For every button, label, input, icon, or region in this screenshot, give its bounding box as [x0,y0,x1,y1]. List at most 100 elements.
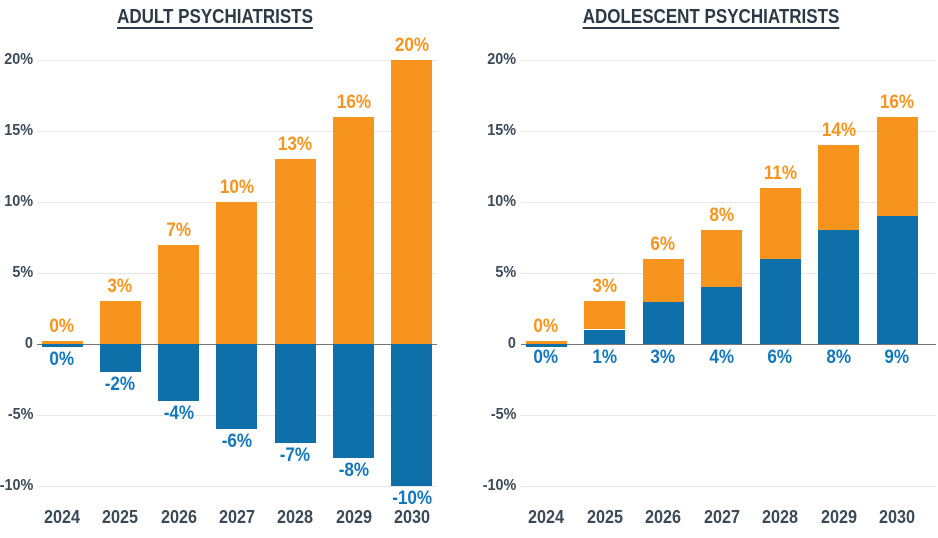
blue-bar-2027 [216,344,257,429]
x-axis-label-2026: 2026 [148,507,210,527]
x-axis-label-2024: 2024 [515,507,577,527]
y-axis-tick-label: -10% [464,476,516,496]
x-axis-label-2030: 2030 [866,507,928,527]
orange-bar-label-2030-text: 16% [879,92,915,113]
y-axis-tick-label: 15% [464,121,516,141]
blue-bar-label-2024-text: 0% [49,349,75,370]
y-axis-tick-label: -5% [464,405,516,425]
blue-bar-label-2028-text: 6% [767,347,793,368]
x-axis-label-2025: 2025 [574,507,636,527]
orange-bar-label-2028: 13% [265,135,325,155]
y-axis-tick-label-text: 5% [495,264,516,281]
blue-bar-label-2026-text: 3% [650,347,676,368]
blue-bar-label-2029-text: -8% [338,460,370,481]
blue-bar-2026 [643,301,684,344]
orange-bar-label-2029-text: 14% [821,120,857,141]
orange-bar-2027 [216,202,257,344]
blue-bar-label-2030: -10% [382,489,442,509]
y-axis-tick-label-text: 10% [487,193,516,210]
orange-bar-2030 [877,117,918,216]
x-axis-label-2025-text: 2025 [586,507,624,527]
blue-bar-label-2029: 8% [809,348,869,368]
orange-bar-label-2026: 6% [633,235,693,255]
orange-bar-2027 [701,230,742,287]
blue-bar-2028 [760,259,801,344]
orange-bar-label-2029: 14% [809,121,869,141]
blue-bar-label-2025: 1% [575,348,635,368]
y-axis-tick-label: 20% [464,50,516,70]
orange-bar-2024 [526,341,567,344]
y-axis-tick-label-text: 0 [507,335,516,352]
blue-bar-2029 [333,344,374,458]
x-axis-label-2029-text: 2029 [820,507,858,527]
y-axis-tick-label: 5% [0,263,33,283]
orange-bar-label-2025: 3% [90,277,150,297]
blue-bar-label-2027: -6% [207,432,267,452]
x-axis-label-2030: 2030 [381,507,443,527]
x-axis-label-2029: 2029 [808,507,870,527]
blue-bar-label-2025-text: -2% [104,374,136,395]
x-axis-label-2027-text: 2027 [703,507,741,527]
x-axis-label-2024-text: 2024 [43,507,81,527]
blue-bar-label-2027-text: 4% [709,347,735,368]
blue-bar-label-2024: 0% [32,350,92,370]
chart-title-adult-psychiatrists: ADULT PSYCHIATRISTS [100,5,330,30]
blue-bar-2025 [584,330,625,344]
orange-bar-label-2028-text: 11% [763,163,797,184]
y-axis-tick-label: 0 [0,334,33,354]
orange-bar-label-2024: 0% [516,317,576,337]
x-axis-label-2027: 2027 [691,507,753,527]
blue-bar-label-2029: -8% [324,461,384,481]
blue-bar-label-2030-text: -10% [392,488,432,509]
orange-bar-2030 [391,60,432,344]
orange-bar-2024 [42,341,83,344]
blue-bar-label-2029-text: 8% [826,347,852,368]
y-axis-tick-label-text: -10% [0,477,33,494]
y-axis-tick-label-text: 0 [24,335,33,352]
blue-bar-label-2025: -2% [90,375,150,395]
y-axis-tick-label: -5% [0,405,33,425]
x-axis-label-2030-text: 2030 [878,507,916,527]
x-axis-label-2028: 2028 [264,507,326,527]
chart-title-text: ADULT PSYCHIATRISTS [117,6,313,28]
blue-bar-label-2025-text: 1% [592,347,618,368]
y-axis-tick-label: 20% [0,50,33,70]
orange-bar-label-2024-text: 0% [49,316,75,337]
y-axis-tick-label-text: 20% [4,51,33,68]
x-axis-label-2025-text: 2025 [101,507,139,527]
orange-bar-2025 [584,301,625,329]
x-axis-label-2028: 2028 [749,507,811,527]
y-axis-tick-label-text: -5% [7,406,33,423]
orange-bar-label-2029: 16% [324,93,384,113]
orange-bar-label-2025-text: 3% [107,276,133,297]
gridline--5% [521,415,936,416]
orange-bar-label-2027-text: 10% [219,177,255,198]
blue-bar-label-2026: -4% [149,404,209,424]
y-axis-tick-label: 5% [464,263,516,283]
y-axis-tick-label-text: 20% [487,51,516,68]
orange-bar-label-2030: 16% [867,93,927,113]
orange-bar-label-2024-text: 0% [533,316,559,337]
x-axis-label-2026-text: 2026 [160,507,198,527]
orange-bar-label-2027-text: 8% [709,205,735,226]
blue-bar-2024 [42,344,83,347]
orange-bar-2026 [643,259,684,302]
orange-bar-2026 [158,245,199,344]
x-axis-label-2027: 2027 [206,507,268,527]
x-axis-label-2028-text: 2028 [761,507,799,527]
blue-bar-label-2026: 3% [633,348,693,368]
x-axis-label-2027-text: 2027 [218,507,256,527]
blue-bar-2024 [526,344,567,347]
orange-bar-label-2028-text: 13% [277,134,313,155]
blue-bar-label-2026-text: -4% [163,403,195,424]
orange-bar-label-2030-text: 20% [394,35,430,56]
orange-bar-label-2027: 10% [207,178,267,198]
x-axis-label-2025: 2025 [89,507,151,527]
orange-bar-label-2026-text: 6% [650,234,676,255]
blue-bar-2028 [275,344,316,443]
y-axis-tick-label-text: -5% [490,406,516,423]
orange-bar-2028 [275,159,316,344]
blue-bar-label-2028: 6% [750,348,810,368]
blue-bar-label-2027: 4% [692,348,752,368]
blue-bar-label-2028-text: -7% [279,445,311,466]
